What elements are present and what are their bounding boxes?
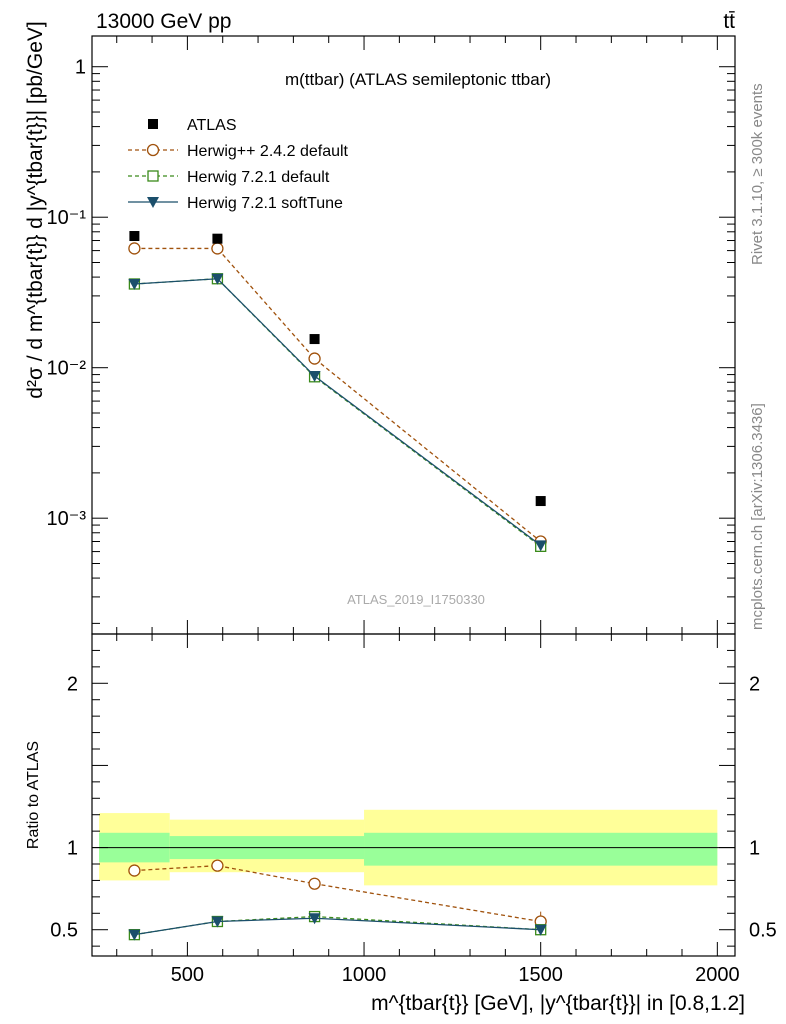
- data-point: [148, 119, 158, 129]
- data-point: [147, 170, 159, 182]
- analysis-id: ATLAS_2019_I1750330: [347, 592, 485, 607]
- x-tick-label: 1000: [342, 964, 387, 986]
- y-tick-label: 1: [75, 57, 86, 79]
- series-line: [134, 247, 542, 543]
- data-point: [211, 916, 224, 928]
- x-axis-label: m^{tbar{t}} [GeV], |y^{tbar{t}}| in [0.8…: [371, 992, 745, 1015]
- x-tick-label: 1500: [518, 964, 563, 986]
- data-point: [308, 913, 321, 925]
- data-point: [146, 143, 160, 157]
- data-point: [147, 197, 159, 208]
- plot-title: m(ttbar) (ATLAS semileptonic ttbar): [285, 70, 551, 89]
- legend-entry: ATLAS: [187, 117, 237, 134]
- data-point: [535, 496, 546, 507]
- data-point: [128, 278, 141, 290]
- data-point: [128, 929, 141, 941]
- data-point: [308, 352, 321, 365]
- ratio-frame: [91, 633, 736, 957]
- data-point: [211, 273, 224, 285]
- data-point: [211, 859, 224, 872]
- series-line: [134, 917, 541, 936]
- y-tick-label: 10⁻³: [47, 508, 87, 530]
- ratio-y-tick-label: 2: [67, 673, 78, 695]
- data-point: [308, 877, 321, 890]
- data-point: [534, 540, 547, 552]
- process-label: tt̄: [723, 10, 735, 33]
- ratio-y-tick-label: 1: [749, 838, 760, 860]
- data-point: [309, 334, 320, 345]
- legend-entry: Herwig++ 2.4.2 default: [187, 143, 349, 160]
- mcplots-source-label: mcplots.cern.ch [arXiv:1306.3436]: [749, 403, 766, 630]
- rivet-version-label: Rivet 3.1.10, ≥ 300k events: [749, 83, 766, 265]
- y-tick-label: 10⁻¹: [47, 207, 87, 229]
- legend-entry: Herwig 7.2.1 softTune: [187, 195, 343, 212]
- legend: ATLAS Herwig++ 2.4.2 default Herwig 7.2.1 …: [128, 117, 349, 212]
- data-point: [211, 242, 224, 255]
- energy-label: 13000 GeV pp: [96, 10, 231, 33]
- main-panel: m(ttbar) (ATLAS semileptonic ttbar) ATLA…: [24, 21, 736, 635]
- y-tick-label: 10⁻²: [47, 358, 87, 380]
- ratio-y-axis-label: Ratio to ATLAS: [25, 741, 42, 849]
- ratio-y-tick-label: 2: [749, 673, 760, 695]
- series-line: [134, 278, 542, 546]
- data-point: [129, 231, 140, 242]
- data-point: [128, 242, 141, 255]
- series-line: [134, 278, 542, 547]
- ratio-panel: Ratio to ATLAS m^{tbar{t}} [GeV], |y^{tb…: [25, 633, 777, 1015]
- series-line: [134, 864, 541, 923]
- data-point: [128, 864, 141, 877]
- ratio-y-tick-label: 0.5: [749, 920, 777, 942]
- data-point: [308, 371, 321, 383]
- x-tick-label: 500: [171, 964, 204, 986]
- data-point: [212, 233, 223, 244]
- ratio-y-tick-label: 0.5: [50, 920, 78, 942]
- uncertainty-band-inner: [364, 832, 718, 866]
- y-axis-label: d²σ / d m^{tbar{t}} d |y^{tbar{t}}| [pb/…: [24, 21, 47, 398]
- ratio-y-tick-label: 1: [67, 838, 78, 860]
- x-tick-label: 2000: [695, 964, 740, 986]
- legend-entry: Herwig 7.2.1 default: [187, 169, 330, 186]
- data-point: [534, 924, 547, 936]
